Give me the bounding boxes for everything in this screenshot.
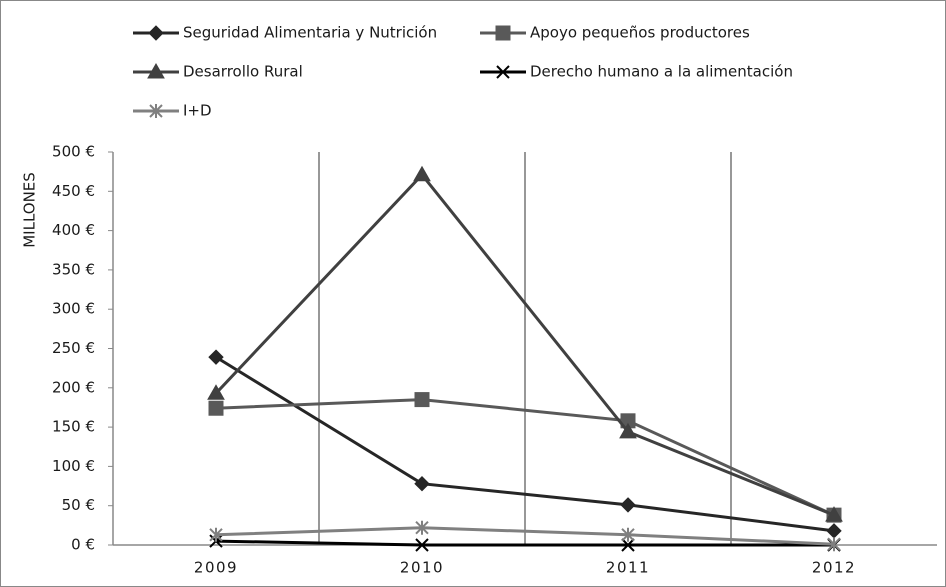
- marker: [619, 422, 637, 439]
- marker: [208, 349, 224, 365]
- marker: [414, 392, 430, 408]
- marker: [414, 475, 430, 492]
- marker: [495, 25, 511, 41]
- legend-label: Seguridad Alimentaria y Nutrición: [183, 24, 437, 42]
- legend-label: Derecho humano a la alimentación: [530, 63, 793, 81]
- marker: [413, 165, 431, 182]
- x-tick-label: 2011: [606, 559, 650, 577]
- series-line: [215, 355, 835, 533]
- y-tick-label: 200 €: [52, 378, 95, 396]
- y-tick-label: 100 €: [52, 457, 95, 475]
- y-tick-label: 400 €: [52, 221, 95, 239]
- legend-label: I+D: [183, 102, 212, 120]
- y-tick-label: 0 €: [71, 536, 95, 554]
- y-tick-label: 450 €: [52, 182, 95, 200]
- legend-label: Desarrollo Rural: [183, 63, 303, 81]
- marker: [620, 497, 636, 513]
- marker: [148, 25, 164, 41]
- legend-item: Derecho humano a la alimentación: [480, 63, 793, 81]
- marker: [415, 538, 429, 552]
- marker: [208, 400, 224, 416]
- marker: [147, 62, 165, 79]
- y-tick-label: 500 €: [52, 143, 95, 161]
- legend-item: Apoyo pequeños productores: [480, 24, 750, 42]
- legend-label: Apoyo pequeños productores: [530, 24, 750, 42]
- marker: [496, 65, 510, 79]
- y-tick-label: 150 €: [52, 418, 95, 436]
- legend-item: Desarrollo Rural: [133, 63, 303, 81]
- series-line: [215, 398, 835, 517]
- y-tick-label: 300 €: [52, 300, 95, 318]
- x-tick-label: 2010: [400, 559, 444, 577]
- marker: [207, 384, 225, 400]
- x-tick-label: 2009: [194, 559, 238, 577]
- marker: [149, 104, 163, 118]
- y-tick-label: 350 €: [52, 260, 95, 278]
- legend-item: Seguridad Alimentaria y Nutrición: [133, 24, 437, 42]
- marker: [825, 506, 843, 522]
- marker: [827, 537, 841, 552]
- series-line: [214, 172, 835, 517]
- y-axis-label: MILLONES: [21, 172, 39, 248]
- marker: [621, 527, 635, 542]
- series-line: [215, 526, 835, 546]
- y-tick-label: 50 €: [62, 496, 95, 514]
- x-tick-label: 2012: [812, 559, 856, 577]
- legend-item: I+D: [133, 102, 212, 120]
- marker: [209, 527, 223, 542]
- y-tick-label: 250 €: [52, 339, 95, 357]
- marker: [621, 538, 635, 552]
- series-line: [215, 539, 834, 547]
- marker: [415, 520, 429, 535]
